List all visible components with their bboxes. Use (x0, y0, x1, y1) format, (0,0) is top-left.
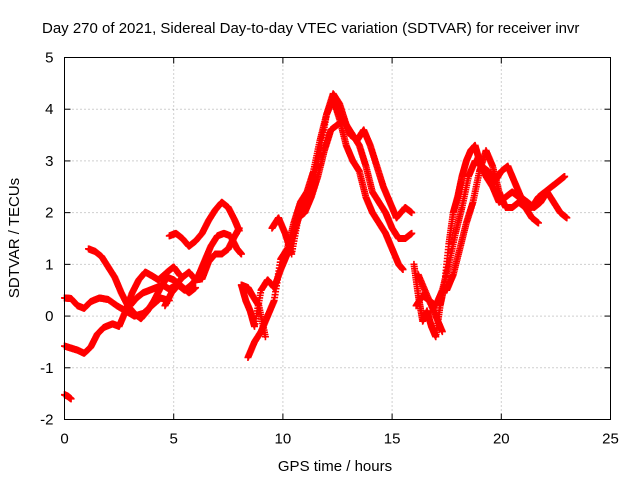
data-point (261, 333, 269, 341)
x-tick-label: 0 (60, 431, 68, 448)
y-tick-label: 0 (45, 308, 53, 325)
y-tick-label: -2 (40, 412, 53, 429)
chart-title: Day 270 of 2021, Sidereal Day-to-day VTE… (42, 20, 579, 37)
series-arc (237, 281, 269, 341)
y-tick-label: 1 (45, 256, 53, 273)
plot-frame (64, 57, 611, 420)
data-point (399, 266, 407, 274)
series-arc (61, 263, 184, 357)
y-tick-label: 5 (45, 50, 53, 67)
y-tick-label: 4 (45, 101, 53, 118)
x-tick-label: 10 (275, 431, 292, 448)
data-point (563, 214, 571, 222)
x-axis-label: GPS time / hours (278, 458, 392, 475)
y-tick-label: -1 (40, 360, 53, 377)
x-tick-label: 15 (384, 431, 401, 448)
x-tick-label: 25 (602, 431, 619, 448)
plot-area (61, 90, 571, 403)
data-point (408, 209, 416, 217)
series-arc (161, 229, 245, 310)
data-point (235, 227, 243, 235)
series-arc (412, 157, 571, 310)
data-point (438, 328, 446, 336)
x-tick-label: 20 (493, 431, 510, 448)
data-point (534, 219, 542, 227)
y-axis-label: SDTVAR / TECUs (6, 178, 23, 298)
series-arc (414, 271, 446, 336)
tick-labels: 0 5 10 15 20 25 -2 -1 0 1 2 3 4 5 (40, 50, 619, 448)
x-tick-label: 5 (170, 431, 178, 448)
data-point (561, 172, 569, 180)
data-point (192, 284, 200, 292)
series-arc (61, 391, 75, 403)
y-tick-label: 3 (45, 153, 53, 170)
data-point (408, 229, 416, 237)
axis-ticks (64, 57, 611, 420)
y-tick-label: 2 (45, 205, 53, 222)
data-point (237, 250, 245, 258)
series-arc (165, 198, 243, 250)
series-arc (268, 116, 416, 258)
series-arc (443, 147, 542, 294)
data-point (67, 395, 75, 403)
